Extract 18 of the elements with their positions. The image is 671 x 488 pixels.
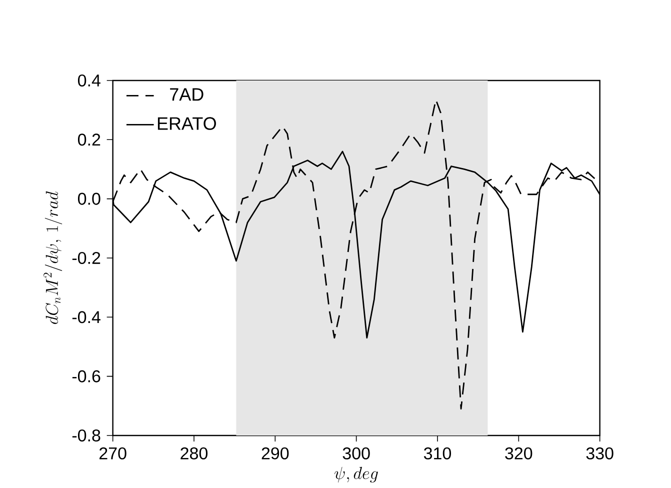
y-tick-label: 0.2 (78, 134, 100, 146)
legend-label: 7AD (170, 88, 204, 101)
legend-label: ERATO (158, 117, 216, 130)
y-tick-label: -0.6 (72, 370, 100, 382)
x-tick-label: 290 (262, 447, 289, 460)
x-tick-label: 310 (424, 447, 452, 460)
x-tick-label: 270 (100, 447, 126, 460)
y-tick-label: 0.4 (78, 74, 100, 87)
y-tick-label: 0.0 (78, 192, 100, 205)
y-axis-title: $dC_{n}M^{2}/d\psi,\,1/rad$ (44, 191, 62, 324)
y-tick-label: -0.2 (72, 252, 100, 264)
x-tick-label: 300 (342, 447, 370, 460)
x-axis-title: $\psi, deg$ (334, 466, 378, 482)
x-tick-label: 320 (505, 447, 532, 460)
x-tick-label: 280 (180, 447, 208, 460)
x-tick-label: 330 (586, 447, 614, 460)
y-tick-label: -0.4 (72, 311, 100, 324)
y-tick-label: -0.8 (72, 429, 100, 442)
